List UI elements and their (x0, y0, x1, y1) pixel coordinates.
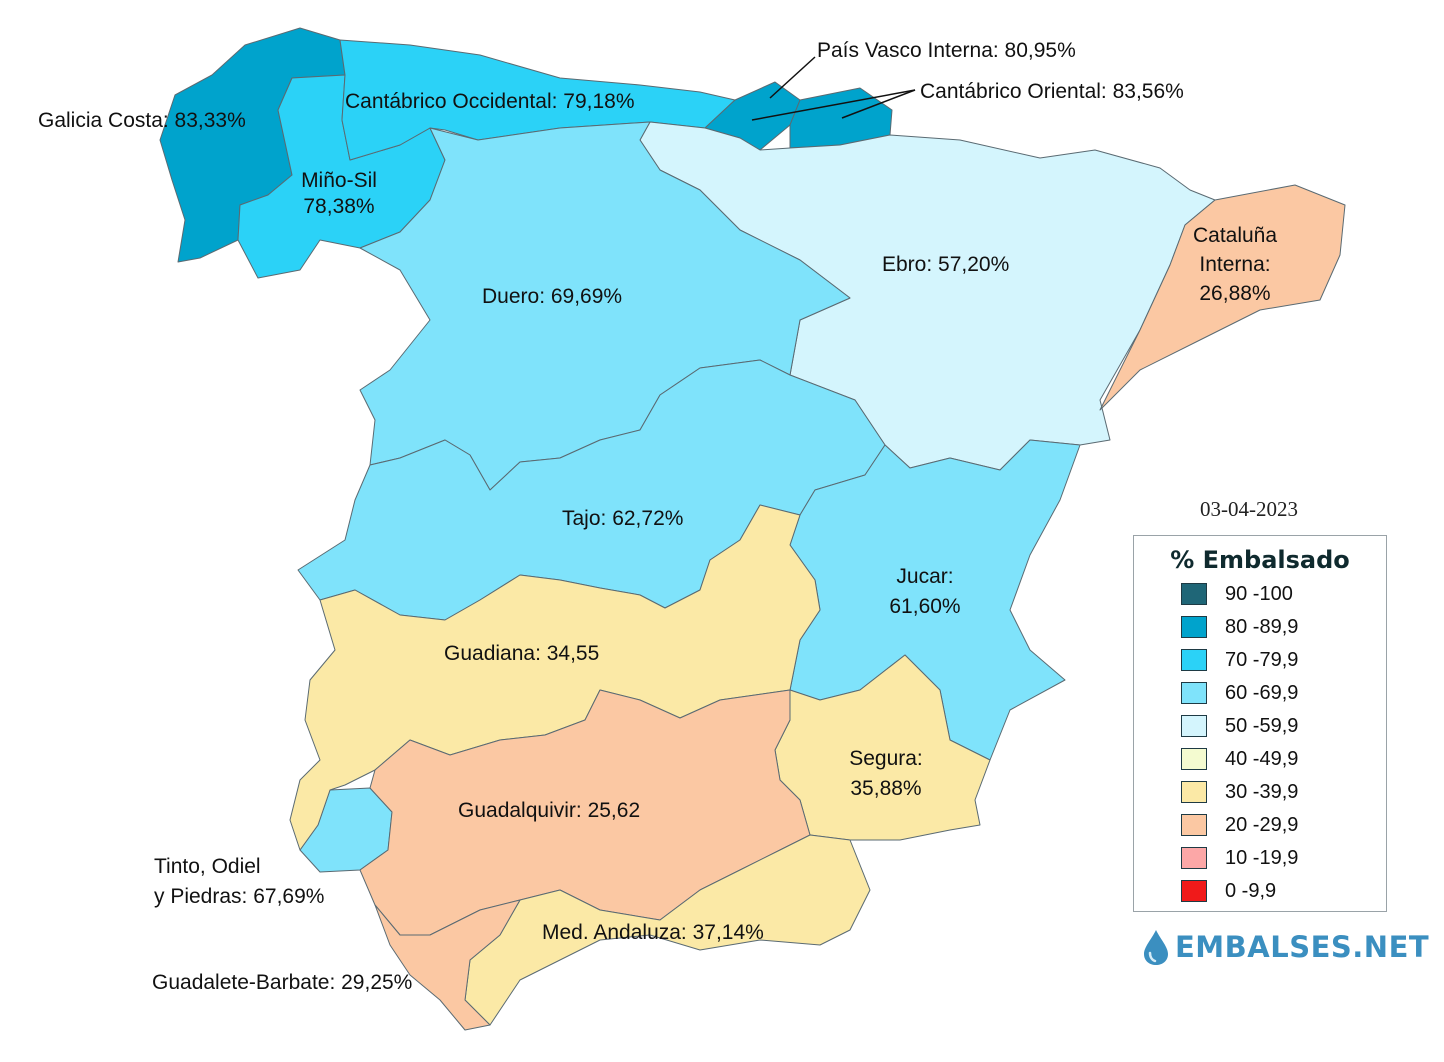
leader-line-cantabrico-oriental-a (751, 89, 916, 121)
label-guadalete-barbate: Guadalete-Barbate: 29,25% (152, 971, 413, 994)
label-cataluna-interna: Cataluña Interna: 26,88% (1192, 224, 1278, 305)
label-mino-sil: Miño-Sil 78,38% (301, 169, 377, 218)
legend-label: 50 -59,9 (1225, 715, 1299, 737)
label-jucar: Jucar: 61,60% (889, 565, 961, 618)
label-segura: Segura: 35,88% (849, 747, 923, 800)
label-ebro: Ebro: 57,20% (882, 253, 1010, 276)
logo-text: EMBALSES.NET (1175, 930, 1430, 964)
legend-swatch (1181, 715, 1207, 737)
label-tinto-odiel-piedras: Tinto, Odiel y Piedras: 67,69% (154, 855, 325, 908)
legend-swatch (1181, 781, 1207, 803)
legend-swatch (1181, 649, 1207, 671)
leader-line-cantabrico-oriental-b (841, 89, 916, 119)
legend-label: 80 -89,9 (1225, 616, 1299, 638)
label-cantabrico-oriental: Cantábrico Oriental: 83,56% (920, 80, 1184, 103)
embalses-logo: EMBALSES.NET (1141, 928, 1429, 968)
legend-label: 30 -39,9 (1225, 781, 1299, 803)
legend-label: 20 -29,9 (1225, 814, 1299, 836)
water-drop-icon (1144, 930, 1168, 965)
label-pais-vasco-interna: País Vasco Interna: 80,95% (817, 39, 1076, 62)
legend-swatch (1181, 682, 1207, 704)
legend-swatch (1181, 616, 1207, 638)
map-date: 03-04-2023 (1200, 497, 1298, 521)
leader-line-pais-vasco (769, 56, 816, 99)
legend-label: 70 -79,9 (1225, 649, 1299, 671)
label-duero: Duero: 69,69% (482, 285, 623, 308)
label-galicia-costa: Galicia Costa: 83,33% (38, 109, 246, 132)
legend-swatch (1181, 880, 1207, 902)
label-cantabrico-occidental: Cantábrico Occidental: 79,18% (345, 90, 635, 113)
legend-label: 40 -49,9 (1225, 748, 1299, 770)
legend-label: 60 -69,9 (1225, 682, 1299, 704)
legend-box: % Embalsado 90 -100 80 -89,9 70 -79,9 60 -6… (1133, 535, 1387, 912)
legend-swatch (1181, 814, 1207, 836)
legend-label: 10 -19,9 (1225, 847, 1299, 869)
label-tajo: Tajo: 62,72% (562, 507, 684, 530)
basin-guadalete-barbate (374, 899, 521, 1031)
legend-swatch (1181, 748, 1207, 770)
basin-cataluna-interna (1099, 184, 1346, 411)
legend-label: 90 -100 (1225, 583, 1293, 605)
legend-swatch (1181, 847, 1207, 869)
legend-swatch (1181, 583, 1207, 605)
label-guadiana: Guadiana: 34,55 (444, 642, 600, 665)
legend-title: % Embalsado (1170, 546, 1350, 574)
label-med-andaluza: Med. Andaluza: 37,14% (542, 921, 764, 944)
legend-label: 0 -9,9 (1225, 880, 1277, 902)
label-guadalquivir: Guadalquivir: 25,62 (458, 799, 641, 822)
